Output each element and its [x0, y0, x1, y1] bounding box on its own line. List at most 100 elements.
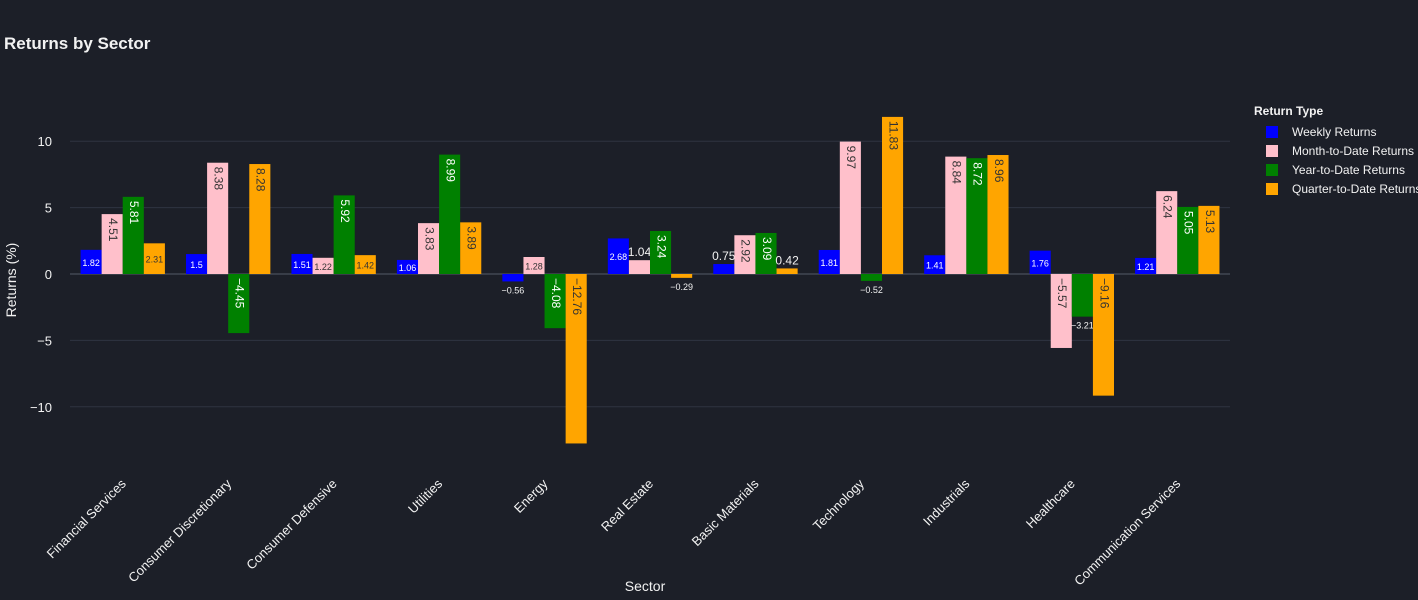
bar-month-to-date-returns-basic-materials	[734, 235, 756, 274]
bar-quarter-to-date-returns-basic-materials	[776, 268, 798, 274]
legend-item-month-to-date[interactable]: Month-to-Date Returns	[1254, 142, 1418, 161]
data-label: 1.51	[293, 260, 311, 270]
x-tick-label-industrials: Industrials	[920, 476, 973, 529]
data-label: 8.38	[211, 167, 225, 191]
data-label: −0.29	[670, 282, 693, 292]
data-label: 1.81	[821, 258, 839, 268]
x-tick-label-financial-services: Financial Services	[44, 476, 130, 562]
bar-year-to-date-returns-technology	[860, 274, 882, 281]
bar-quarter-to-date-returns-communication-services	[1198, 205, 1220, 274]
data-label: 9.97	[844, 146, 858, 170]
bar-month-to-date-returns-consumer-discretionary	[207, 162, 229, 274]
bar-year-to-date-returns-utilities	[439, 154, 461, 274]
bar-quarter-to-date-returns-technology	[882, 116, 904, 274]
data-label: 5.13	[1203, 210, 1217, 234]
bar-year-to-date-returns-healthcare	[1071, 274, 1093, 317]
data-label: 1.28	[525, 262, 543, 272]
bar-quarter-to-date-returns-consumer-defensive	[354, 255, 376, 274]
data-label: 1.22	[314, 262, 332, 272]
data-label: 8.72	[971, 162, 985, 186]
bar-weekly-returns-consumer-discretionary	[186, 254, 208, 274]
legend-swatch-month-to-date	[1266, 145, 1278, 157]
data-label: 3.09	[760, 237, 774, 261]
data-label: 6.24	[1161, 195, 1175, 219]
data-label: 3.83	[422, 227, 436, 251]
data-label: 3.89	[465, 226, 479, 250]
data-label: −0.52	[860, 285, 883, 295]
x-tick-label-consumer-discretionary: Consumer Discretionary	[125, 476, 235, 586]
data-label: 1.42	[357, 261, 375, 271]
bar-weekly-returns-healthcare	[1029, 250, 1051, 274]
data-label: −9.16	[1097, 278, 1111, 309]
y-tick-label: −10	[30, 400, 52, 415]
data-label: −12.76	[570, 278, 584, 315]
x-tick-label-real-estate: Real Estate	[598, 476, 656, 534]
bar-month-to-date-returns-real-estate	[628, 260, 650, 274]
data-label: −5.57	[1055, 278, 1069, 309]
data-label: 1.82	[82, 258, 100, 268]
bar-month-to-date-returns-financial-services	[101, 214, 123, 274]
legend-swatch-weekly	[1266, 126, 1278, 138]
bar-quarter-to-date-returns-energy	[565, 274, 587, 444]
bar-year-to-date-returns-energy	[544, 274, 566, 329]
bar-weekly-returns-basic-materials	[713, 264, 735, 274]
bar-month-to-date-returns-communication-services	[1156, 191, 1178, 274]
bar-year-to-date-returns-consumer-discretionary	[228, 274, 250, 334]
data-label: −4.08	[549, 278, 563, 309]
bar-weekly-returns-real-estate	[607, 238, 629, 274]
data-label: 4.51	[106, 218, 120, 242]
data-label: 1.21	[1137, 262, 1155, 272]
bar-month-to-date-returns-consumer-defensive	[312, 257, 334, 274]
data-label: 1.06	[399, 263, 417, 273]
data-label: 5.92	[338, 199, 352, 223]
bar-month-to-date-returns-industrials	[945, 156, 967, 274]
bar-weekly-returns-technology	[818, 249, 840, 274]
data-label: 0.75	[712, 249, 736, 263]
legend-swatch-year-to-date	[1266, 164, 1278, 176]
data-label: 2.68	[610, 252, 628, 262]
bar-year-to-date-returns-basic-materials	[755, 232, 777, 274]
bar-weekly-returns-communication-services	[1135, 257, 1157, 274]
y-tick-label: 5	[45, 201, 52, 216]
bar-year-to-date-returns-financial-services	[122, 196, 144, 274]
legend: Return Type Weekly Returns Month-to-Date…	[1254, 104, 1418, 199]
legend-swatch-quarter-to-date	[1266, 183, 1278, 195]
data-label: −0.56	[502, 285, 525, 295]
y-axis-label: Returns (%)	[3, 242, 19, 318]
x-tick-label-basic-materials: Basic Materials	[689, 476, 762, 549]
bar-quarter-to-date-returns-healthcare	[1092, 274, 1114, 396]
bar-quarter-to-date-returns-utilities	[460, 222, 482, 274]
legend-item-year-to-date[interactable]: Year-to-Date Returns	[1254, 161, 1418, 180]
legend-item-quarter-to-date[interactable]: Quarter-to-Date Returns	[1254, 180, 1418, 199]
legend-label-year-to-date: Year-to-Date Returns	[1292, 163, 1405, 177]
legend-title: Return Type	[1254, 104, 1324, 118]
chart-title: Returns by Sector	[4, 34, 151, 53]
bar-month-to-date-returns-technology	[839, 141, 861, 274]
bar-month-to-date-returns-utilities	[418, 223, 440, 274]
legend-label-weekly: Weekly Returns	[1292, 125, 1377, 139]
x-tick-label-utilities: Utilities	[405, 476, 446, 517]
data-label: 1.5	[190, 260, 203, 270]
y-tick-label: 0	[45, 267, 52, 282]
data-label: 5.05	[1182, 211, 1196, 235]
bar-weekly-returns-industrials	[924, 255, 946, 274]
bar-year-to-date-returns-real-estate	[650, 230, 672, 274]
bar-quarter-to-date-returns-real-estate	[671, 274, 693, 278]
bar-month-to-date-returns-energy	[523, 257, 545, 274]
legend-item-weekly[interactable]: Weekly Returns	[1254, 123, 1418, 142]
bar-year-to-date-returns-industrials	[966, 158, 988, 274]
data-label: 8.99	[443, 159, 457, 183]
data-label: 0.42	[775, 253, 799, 267]
x-tick-label-technology: Technology	[810, 476, 867, 533]
data-label: 1.76	[1031, 258, 1049, 268]
bar-year-to-date-returns-communication-services	[1177, 206, 1199, 274]
data-label: 2.31	[146, 255, 164, 265]
legend-label-quarter-to-date: Quarter-to-Date Returns	[1292, 182, 1418, 196]
legend-label-month-to-date: Month-to-Date Returns	[1292, 144, 1415, 158]
data-label: 8.84	[950, 161, 964, 185]
y-tick-label: −5	[37, 333, 52, 348]
data-label: −4.45	[233, 278, 247, 309]
data-label: 8.28	[254, 168, 268, 192]
data-label: 3.24	[654, 235, 668, 259]
